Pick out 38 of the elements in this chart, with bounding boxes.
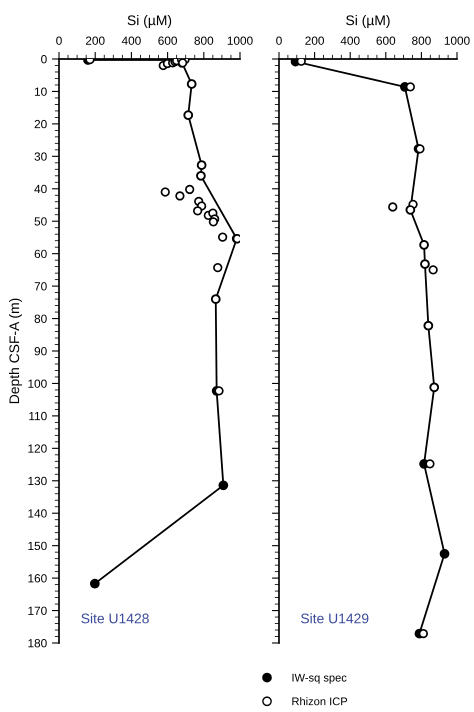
x-tick-label: 400 bbox=[340, 36, 360, 45]
x-tick-label: 200 bbox=[86, 36, 105, 45]
y-tick-label: 120 bbox=[28, 444, 47, 453]
y-tick-label: 0 bbox=[41, 55, 47, 64]
y-tick-label: 140 bbox=[28, 509, 47, 518]
legend-label: Rhizon ICP bbox=[292, 697, 348, 706]
y-tick-label: 30 bbox=[34, 152, 47, 161]
y-tick-label: 50 bbox=[34, 217, 47, 226]
x-tick-label: 0 bbox=[56, 36, 62, 45]
legend-label: IW-sq spec bbox=[292, 674, 347, 684]
x-tick-label: 400 bbox=[122, 36, 141, 45]
y-tick-label: 90 bbox=[34, 347, 47, 356]
y-tick-label: 150 bbox=[28, 542, 47, 550]
x-tick-label: 800 bbox=[412, 36, 431, 45]
y-tick-label: 40 bbox=[34, 184, 47, 194]
x-tick-label: 0 bbox=[276, 36, 282, 45]
y-tick-label: 160 bbox=[28, 574, 47, 583]
annotation: Site U1428 bbox=[81, 613, 149, 624]
x-tick-label: 800 bbox=[194, 36, 214, 45]
x-tick-label: 1000 bbox=[228, 36, 253, 45]
y-tick-label: 100 bbox=[28, 379, 47, 388]
y-tick-label: 110 bbox=[29, 412, 47, 420]
y-axis-title: Depth CSF-A (m) bbox=[8, 298, 22, 404]
annotation: Site U1429 bbox=[300, 613, 368, 624]
y-tick-label: 20 bbox=[34, 120, 47, 128]
x-axis-title: Si (µM) bbox=[128, 15, 172, 28]
y-tick-label: 60 bbox=[34, 250, 47, 258]
x-tick-label: 1000 bbox=[444, 36, 470, 45]
y-tick-label: 70 bbox=[34, 282, 47, 291]
y-tick-label: 130 bbox=[28, 476, 47, 486]
y-tick-label: 10 bbox=[34, 87, 47, 96]
y-tick-label: 180 bbox=[28, 639, 47, 648]
x-tick-label: 600 bbox=[158, 36, 177, 45]
y-tick-label: 170 bbox=[28, 606, 47, 615]
x-axis-title: Si (µM) bbox=[346, 15, 390, 28]
y-tick-label: 80 bbox=[34, 314, 47, 323]
x-tick-label: 600 bbox=[376, 36, 396, 45]
x-tick-label: 200 bbox=[305, 36, 324, 45]
